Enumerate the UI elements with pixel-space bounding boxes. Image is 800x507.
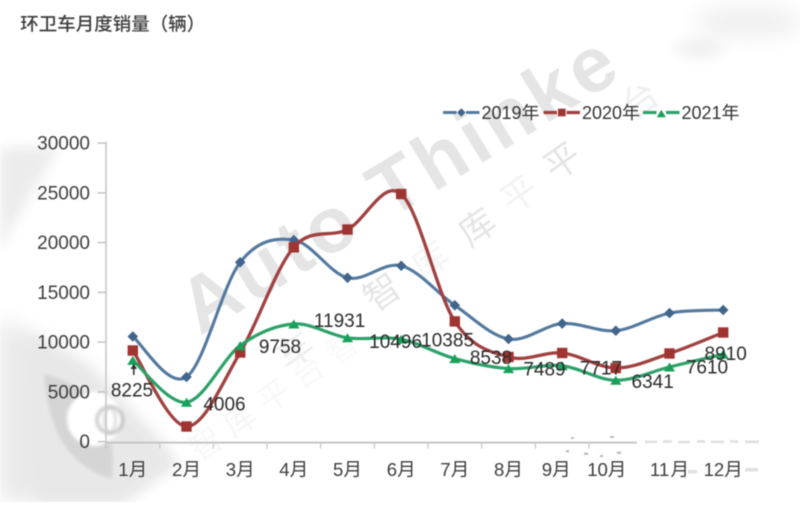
svg-text:5000: 5000: [48, 382, 90, 403]
svg-text:2021: 2021: [682, 103, 722, 123]
svg-text:9: 9: [542, 459, 552, 480]
svg-text:3: 3: [226, 459, 236, 480]
svg-text:8910: 8910: [705, 344, 747, 365]
svg-text:2019: 2019: [482, 103, 522, 123]
svg-text:4006: 4006: [203, 394, 245, 415]
svg-text:11: 11: [650, 459, 669, 480]
svg-text:7: 7: [440, 459, 450, 480]
svg-text:10: 10: [587, 459, 608, 480]
svg-text:10385: 10385: [421, 331, 474, 352]
svg-text:2: 2: [172, 459, 182, 480]
svg-text:15000: 15000: [37, 283, 90, 304]
svg-text:9758: 9758: [259, 337, 301, 358]
svg-text:25000: 25000: [37, 183, 90, 204]
svg-text:6341: 6341: [632, 372, 674, 393]
svg-text:0: 0: [79, 432, 90, 453]
svg-text:30000: 30000: [37, 134, 90, 155]
svg-text:8225: 8225: [111, 380, 153, 401]
svg-text:10496: 10496: [369, 332, 422, 353]
svg-text:7610: 7610: [686, 357, 728, 378]
svg-text:12: 12: [704, 459, 725, 480]
svg-text:11931: 11931: [314, 311, 365, 332]
svg-text:7489: 7489: [523, 359, 565, 380]
svg-text:8: 8: [494, 459, 504, 480]
svg-text:8538: 8538: [470, 348, 512, 369]
svg-text:10000: 10000: [37, 333, 90, 354]
svg-text:20000: 20000: [37, 233, 90, 254]
svg-text:2020: 2020: [582, 103, 622, 123]
svg-text:7717: 7717: [580, 359, 622, 380]
svg-text:1: 1: [118, 459, 128, 480]
svg-text:4: 4: [279, 459, 289, 480]
svg-text:6: 6: [387, 459, 397, 480]
svg-text:5: 5: [333, 459, 343, 480]
